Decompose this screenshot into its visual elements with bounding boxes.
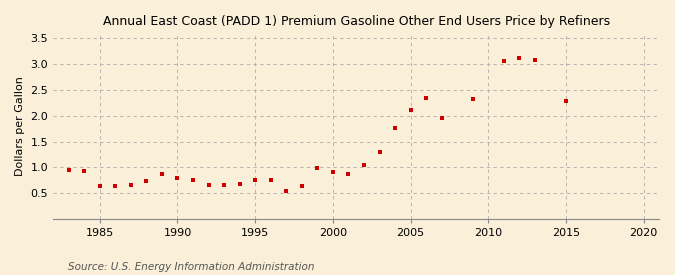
Point	[157, 171, 167, 176]
Point	[389, 126, 400, 130]
Point	[219, 183, 230, 188]
Point	[250, 178, 261, 183]
Point	[172, 176, 183, 180]
Point	[63, 168, 74, 172]
Point	[203, 183, 214, 188]
Point	[95, 184, 105, 189]
Y-axis label: Dollars per Gallon: Dollars per Gallon	[15, 76, 25, 176]
Point	[327, 169, 338, 174]
Point	[188, 178, 198, 183]
Point	[514, 55, 525, 60]
Point	[374, 150, 385, 154]
Point	[498, 59, 509, 63]
Text: Source: U.S. Energy Information Administration: Source: U.S. Energy Information Administ…	[68, 262, 314, 272]
Point	[358, 163, 369, 167]
Point	[79, 169, 90, 173]
Point	[405, 108, 416, 112]
Point	[126, 183, 136, 188]
Point	[296, 184, 307, 189]
Point	[110, 184, 121, 189]
Point	[265, 178, 276, 183]
Point	[467, 97, 478, 101]
Point	[281, 188, 292, 193]
Point	[530, 58, 541, 62]
Point	[234, 182, 245, 186]
Point	[141, 179, 152, 183]
Point	[343, 171, 354, 176]
Title: Annual East Coast (PADD 1) Premium Gasoline Other End Users Price by Refiners: Annual East Coast (PADD 1) Premium Gasol…	[103, 15, 610, 28]
Point	[436, 116, 447, 121]
Point	[421, 96, 431, 100]
Point	[312, 166, 323, 170]
Point	[561, 99, 572, 104]
